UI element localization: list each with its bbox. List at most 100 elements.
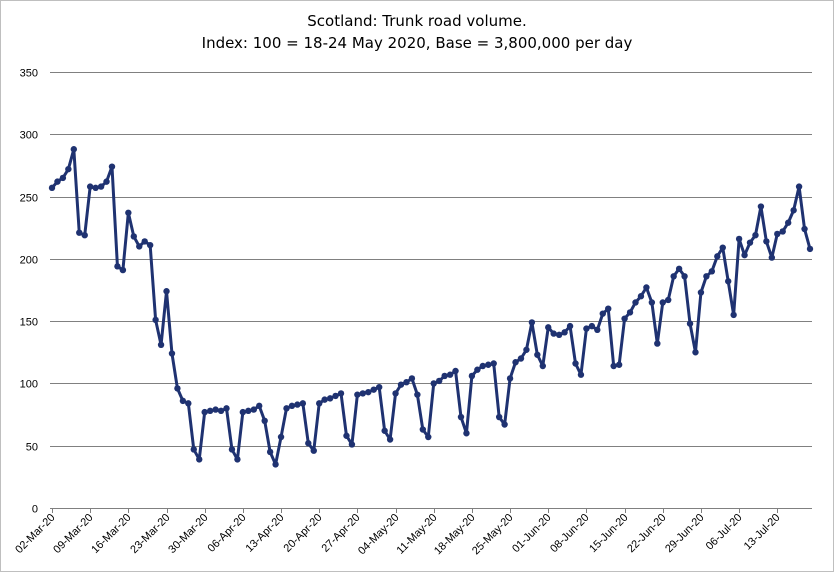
- x-tick-label: 29-Jun-20: [663, 512, 707, 556]
- data-point: [566, 322, 574, 330]
- data-point: [310, 447, 317, 454]
- data-point: [348, 441, 356, 448]
- data-point: [386, 436, 394, 443]
- x-tick-label: 06-Apr-20: [206, 512, 249, 555]
- data-point: [414, 391, 421, 398]
- data-point: [321, 396, 328, 403]
- data-point: [605, 305, 612, 312]
- data-point: [583, 325, 590, 332]
- x-tick-label: 20-Apr-20: [282, 512, 325, 555]
- data-point: [594, 326, 601, 334]
- data-point: [517, 355, 525, 362]
- y-tick-label: 300: [20, 130, 38, 142]
- data-point: [610, 362, 617, 370]
- chart-title-block: Scotland: Trunk road volume. Index: 100 …: [0, 10, 834, 54]
- data-point: [136, 243, 143, 250]
- x-tick-label: 16-Mar-20: [89, 512, 133, 556]
- series-line: [50, 147, 812, 466]
- data-point: [577, 371, 585, 378]
- data-point: [174, 385, 181, 392]
- x-tick-label: 02-Mar-20: [13, 512, 57, 556]
- data-point: [217, 407, 225, 415]
- data-point: [534, 351, 541, 358]
- data-point: [659, 299, 666, 306]
- data-point: [757, 203, 765, 210]
- data-point: [316, 400, 323, 407]
- data-point: [665, 296, 672, 304]
- data-point: [441, 372, 448, 380]
- data-point: [643, 284, 650, 291]
- data-point: [474, 366, 481, 373]
- x-tick-label: 23-Mar-20: [128, 512, 172, 556]
- data-point: [337, 390, 345, 397]
- data-point: [795, 183, 803, 190]
- x-tick-label: 15-Jun-20: [587, 512, 631, 556]
- data-point: [708, 268, 716, 275]
- data-point: [588, 322, 596, 330]
- data-point: [714, 253, 721, 260]
- data-point: [250, 406, 257, 413]
- data-point: [561, 329, 568, 336]
- series-line-path: [50, 147, 812, 466]
- data-point: [621, 315, 628, 322]
- y-axis: 0 50 100 150 200 250 300 350: [20, 68, 38, 516]
- data-point: [305, 440, 312, 447]
- data-point: [550, 330, 557, 337]
- data-point: [239, 408, 247, 416]
- data-point: [774, 230, 781, 238]
- data-point: [654, 340, 661, 347]
- data-point: [163, 288, 170, 295]
- data-point: [59, 174, 67, 182]
- x-tick-label: 09-Mar-20: [51, 512, 95, 556]
- data-point: [114, 263, 121, 270]
- data-point: [752, 231, 759, 239]
- data-point: [506, 375, 514, 382]
- data-point: [179, 397, 187, 405]
- x-tick-label: 22-Jun-20: [625, 512, 669, 556]
- data-point: [703, 273, 710, 280]
- data-point: [697, 289, 705, 296]
- data-point: [784, 219, 792, 226]
- gridlines: [50, 72, 812, 509]
- data-point: [261, 417, 268, 424]
- data-point: [272, 461, 279, 468]
- data-point: [288, 402, 296, 410]
- data-point: [54, 178, 61, 185]
- data-point: [779, 228, 786, 235]
- data-point: [637, 293, 645, 300]
- data-point: [92, 184, 99, 192]
- data-point: [70, 146, 78, 153]
- data-point: [675, 265, 683, 273]
- data-point: [730, 311, 737, 319]
- data-point: [741, 251, 748, 259]
- data-point: [523, 346, 530, 353]
- data-point: [670, 273, 677, 280]
- data-point: [223, 405, 230, 412]
- data-point: [365, 388, 372, 396]
- data-point: [375, 383, 383, 391]
- data-point: [457, 413, 465, 421]
- data-point: [686, 320, 694, 327]
- data-point: [212, 406, 219, 413]
- data-point: [403, 378, 410, 386]
- data-point: [419, 426, 427, 433]
- data-point: [343, 432, 350, 439]
- data-point: [359, 390, 367, 397]
- data-point: [332, 392, 339, 400]
- data-point: [539, 362, 546, 370]
- data-point: [146, 241, 154, 249]
- series-points: [48, 146, 814, 468]
- data-point: [397, 381, 405, 388]
- data-point: [97, 183, 105, 190]
- data-point: [545, 324, 552, 331]
- data-point: [392, 390, 399, 397]
- data-point: [234, 456, 241, 463]
- data-point: [479, 362, 487, 370]
- data-point: [681, 273, 688, 280]
- data-point: [468, 372, 476, 380]
- data-point: [425, 433, 432, 441]
- data-point: [490, 360, 497, 367]
- y-tick-label: 250: [20, 193, 38, 205]
- data-point: [81, 231, 88, 239]
